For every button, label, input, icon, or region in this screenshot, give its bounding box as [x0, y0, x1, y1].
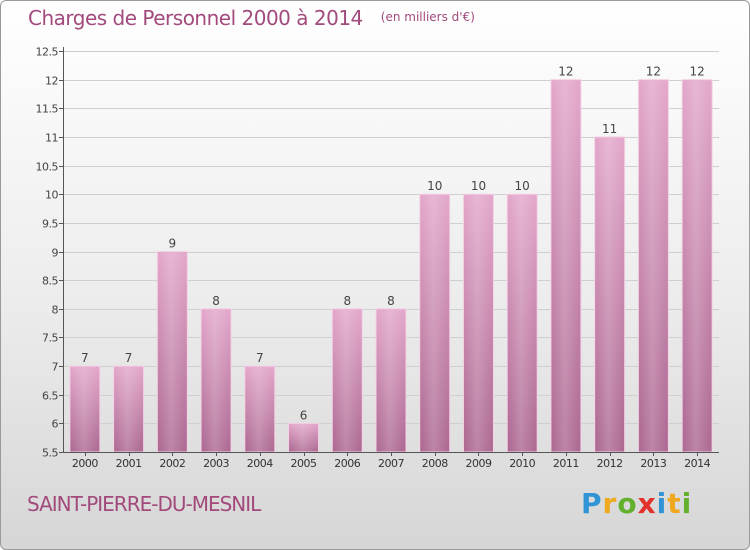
y-tick-label: 7 — [52, 361, 59, 374]
y-tick-label: 7.5 — [42, 332, 58, 345]
data-label: 12 — [689, 65, 704, 79]
x-tick-label: 2003 — [203, 457, 229, 470]
y-tick-label: 12.5 — [36, 46, 59, 59]
x-tick-label: 2009 — [465, 457, 491, 470]
bar-highlight — [203, 309, 230, 452]
bar-highlight — [509, 195, 536, 452]
y-tick-label: 6 — [52, 418, 59, 431]
x-tick-label: 2013 — [640, 457, 666, 470]
place-name: SAINT-PIERRE-DU-MESNIL — [27, 492, 261, 516]
data-label: 10 — [427, 179, 442, 193]
y-tick-label: 10.5 — [36, 161, 59, 174]
x-tick-label: 2000 — [72, 457, 98, 470]
x-tick-label: 2014 — [684, 457, 710, 470]
data-label: 7 — [256, 351, 264, 365]
data-label: 8 — [343, 294, 351, 308]
logo-letter: P — [581, 487, 603, 520]
x-tick-label: 2001 — [116, 457, 142, 470]
chart-subtitle: (en milliers d'€) — [380, 10, 475, 24]
bar-highlight — [465, 195, 492, 452]
data-label: 12 — [646, 65, 661, 79]
y-tick-label: 11.5 — [36, 103, 59, 116]
data-label: 10 — [515, 179, 530, 193]
bar-highlight — [684, 80, 711, 453]
data-label: 9 — [169, 237, 177, 251]
logo-letter: r — [602, 487, 618, 520]
y-tick-label: 8.5 — [42, 275, 58, 288]
data-label: 11 — [602, 122, 617, 136]
data-labels: 7 7 9 8 7 6 8 8 10 10 10 12 11 12 12 — [81, 65, 705, 423]
logo-letter: t — [667, 487, 682, 520]
logo-letter: i — [681, 487, 693, 520]
bar-highlight — [421, 195, 448, 452]
bar-highlight — [378, 309, 404, 452]
data-label: 7 — [125, 351, 133, 365]
logo-letter: x — [637, 487, 657, 520]
data-label: 8 — [212, 294, 220, 308]
y-tick-label: 9.5 — [42, 218, 58, 231]
y-tick-label: 5.5 — [42, 447, 58, 460]
x-tick-label: 2007 — [378, 457, 404, 470]
bar-highlight — [552, 80, 579, 453]
y-tick-label: 6.5 — [42, 390, 58, 403]
logo-letter: o — [617, 487, 638, 520]
data-label: 10 — [471, 179, 486, 193]
data-label: 8 — [387, 294, 395, 308]
x-tick-label: 2006 — [334, 457, 360, 470]
x-tick-label: 2004 — [247, 457, 273, 470]
bar-highlight — [640, 80, 667, 453]
bar-highlight — [596, 137, 623, 452]
x-tick-label: 2002 — [159, 457, 185, 470]
proxiti-logo: Proxiti — [581, 487, 692, 520]
data-label: 6 — [300, 408, 308, 422]
logo-letter: i — [656, 487, 668, 520]
y-axis-ticks: 5.5 6 6.5 7 7.5 8 8.5 9 9.5 10 10.5 11 11.5 12 12.5 — [36, 46, 63, 460]
bar-highlight — [246, 367, 273, 452]
x-tick-label: 2012 — [597, 457, 623, 470]
data-label: 12 — [558, 65, 573, 79]
bar-highlight — [290, 424, 317, 452]
x-tick-label: 2008 — [422, 457, 448, 470]
x-tick-label: 2010 — [509, 457, 535, 470]
bar-highlight — [159, 252, 186, 452]
y-tick-label: 8 — [52, 304, 59, 317]
chart-title: Charges de Personnel 2000 à 2014 (en mill… — [28, 6, 475, 30]
y-tick-label: 10 — [45, 189, 58, 202]
y-tick-label: 9 — [52, 247, 59, 260]
bars — [69, 79, 713, 453]
y-tick-label: 12 — [45, 75, 58, 88]
x-tick-label: 2011 — [553, 457, 579, 470]
x-axis-ticks: 2000 2001 2002 2003 2004 2005 2006 2007 2008 2009… — [72, 452, 711, 470]
x-tick-label: 2005 — [291, 457, 317, 470]
bar-highlight — [71, 367, 98, 452]
bar-highlight — [334, 309, 361, 452]
chart-title-text: Charges de Personnel 2000 à 2014 — [28, 6, 363, 30]
y-tick-label: 11 — [45, 132, 58, 145]
bar-highlight — [115, 367, 142, 452]
data-label: 7 — [81, 351, 89, 365]
